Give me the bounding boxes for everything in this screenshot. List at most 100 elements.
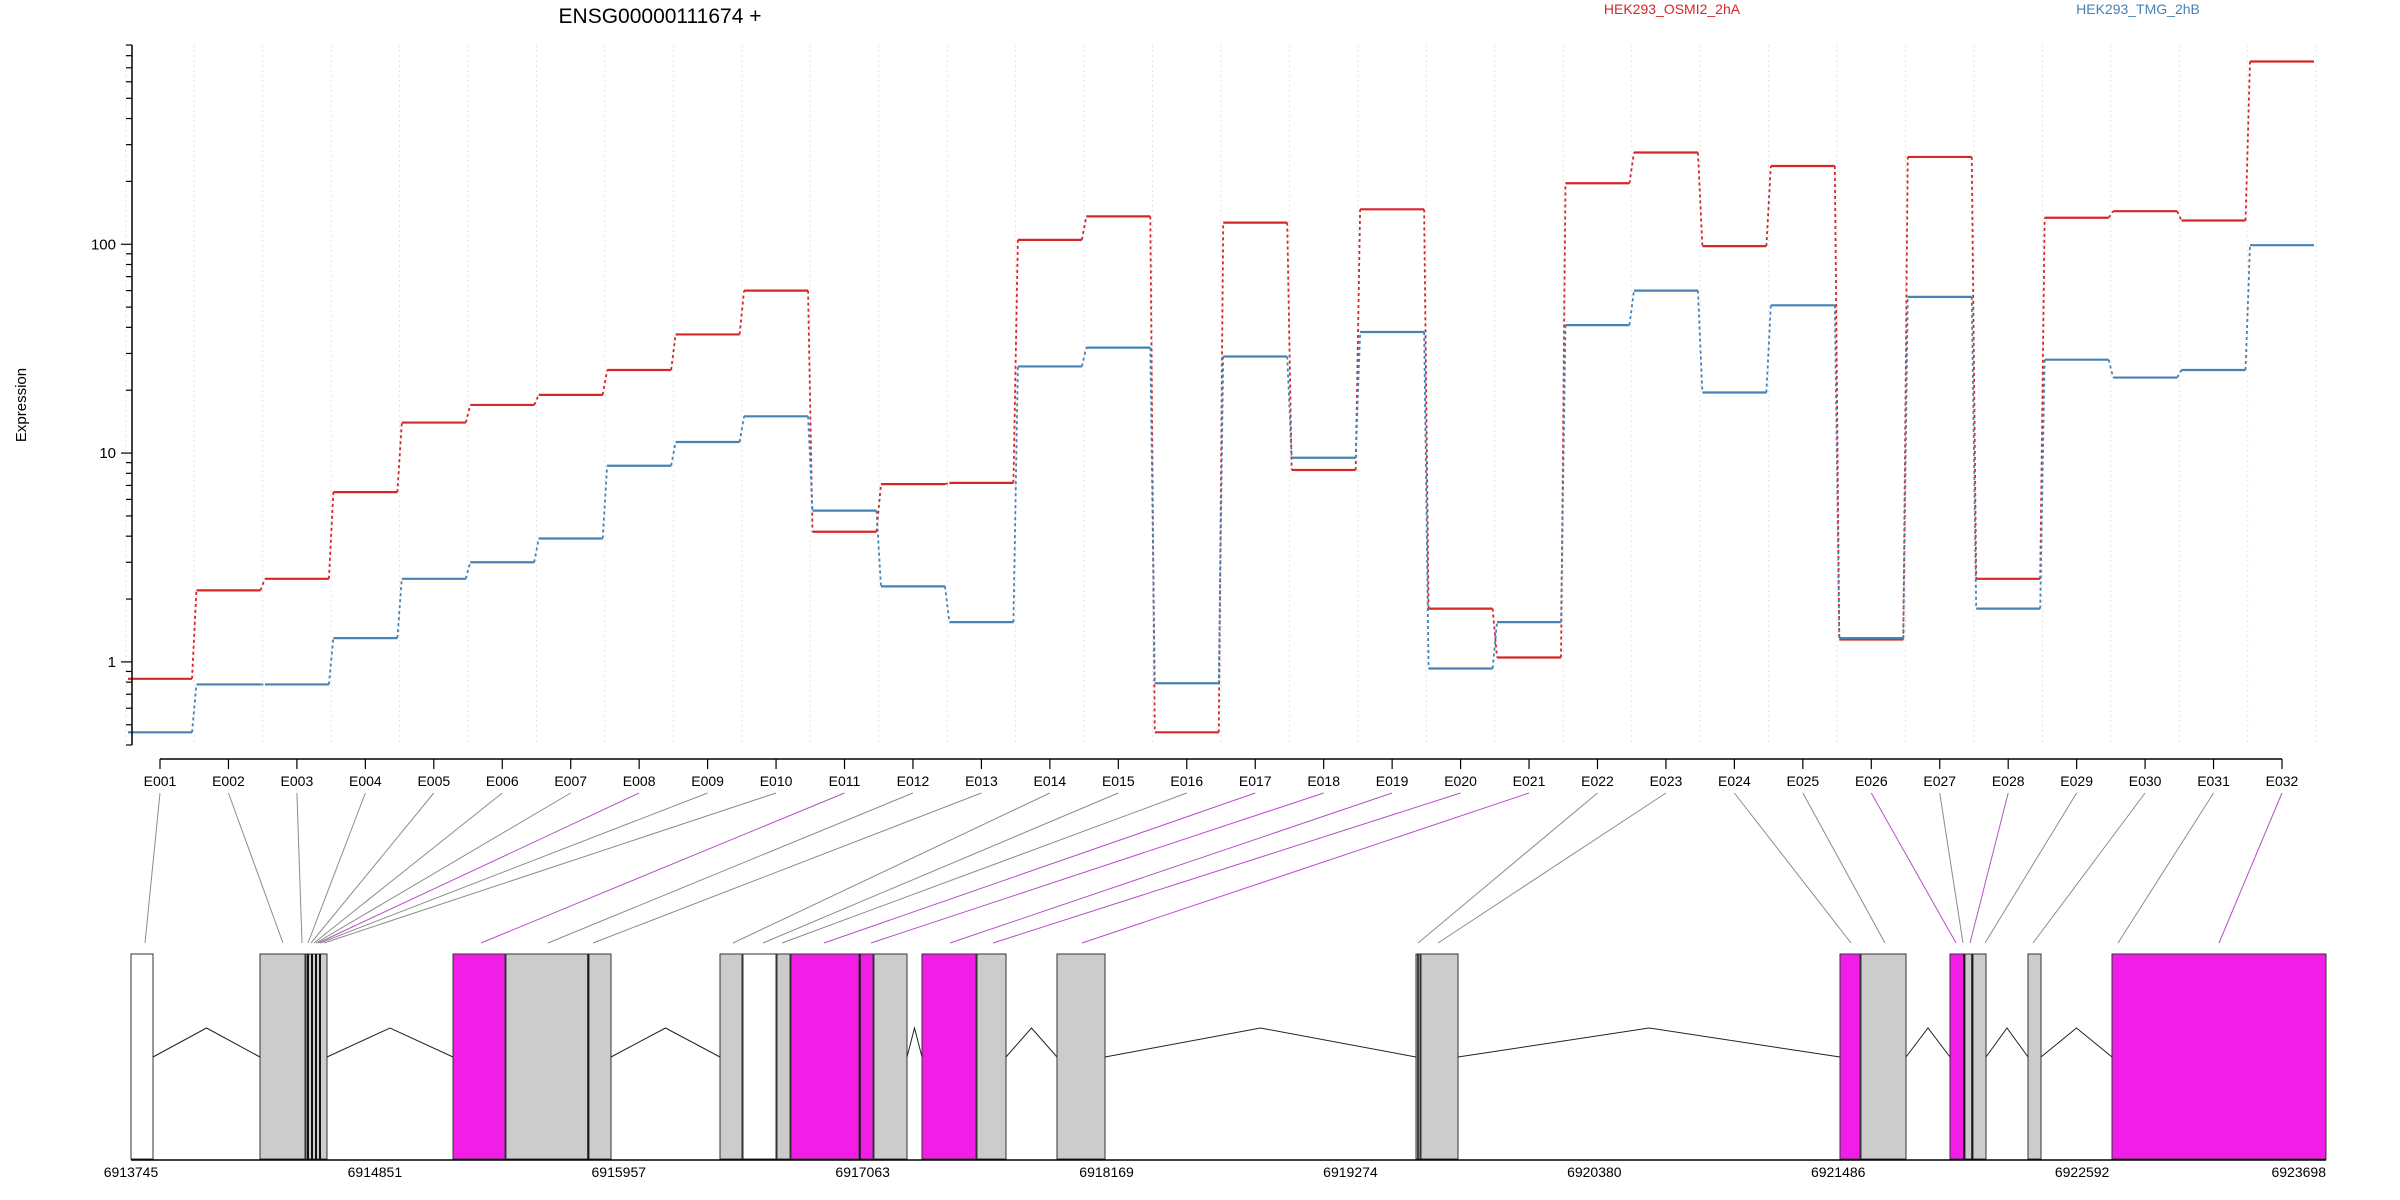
series-2-connector xyxy=(1697,290,1704,393)
y-tick-label: 10 xyxy=(99,445,116,462)
exon-box xyxy=(2027,953,2042,1160)
connector-line xyxy=(313,792,503,944)
exon-box xyxy=(742,953,777,1160)
connector-line xyxy=(319,792,708,944)
connector-line xyxy=(1417,792,1598,944)
series-2-connector xyxy=(1560,325,1567,623)
coordinate-label: 6921486 xyxy=(1811,1164,1866,1180)
series-lines xyxy=(128,60,2314,734)
series-2-connector xyxy=(1970,296,1978,609)
exon-box xyxy=(873,953,908,1160)
exon-box xyxy=(976,953,1007,1160)
connector-line xyxy=(1733,792,1852,944)
exon-box xyxy=(719,953,743,1160)
series-1-connector xyxy=(2176,210,2183,221)
series-1-connector xyxy=(533,394,540,406)
series-2-connector xyxy=(944,586,951,623)
x-tick-label: E020 xyxy=(1444,773,1477,789)
x-tick-label: E004 xyxy=(349,773,382,789)
exon-box xyxy=(790,953,860,1160)
intron-line xyxy=(1457,1027,1841,1058)
series-1-connector xyxy=(2039,217,2046,579)
connector-line xyxy=(315,792,571,944)
exon-box xyxy=(921,953,977,1160)
x-tick-label: E012 xyxy=(897,773,930,789)
connector-line xyxy=(310,792,435,944)
y-axis: 1 10 100 xyxy=(91,44,133,746)
connector-line xyxy=(2117,792,2214,944)
series-2-connector xyxy=(807,416,814,511)
connector-line xyxy=(949,792,1393,944)
series-1-connector xyxy=(1628,152,1635,184)
series-1-connector xyxy=(1080,216,1088,241)
x-tick-label: E022 xyxy=(1581,773,1614,789)
connector-line xyxy=(144,792,161,944)
series-1-connector xyxy=(1970,156,1978,579)
coordinate-label: 6917063 xyxy=(835,1164,890,1180)
series-2-connector xyxy=(601,465,609,539)
connector-line xyxy=(1939,792,1964,944)
x-tick-label: E011 xyxy=(829,773,861,789)
series-2-connector xyxy=(1012,366,1019,623)
connector-line xyxy=(762,792,1119,944)
exon-box xyxy=(1949,953,1965,1160)
series-2-connector xyxy=(464,562,472,580)
exon-box xyxy=(859,953,874,1160)
connector-line xyxy=(1437,792,1667,944)
series-2-connector xyxy=(1491,622,1498,669)
x-tick-label: E007 xyxy=(554,773,587,789)
series-2-connector xyxy=(533,538,540,563)
exon-box xyxy=(1839,953,1861,1160)
series-1-connector xyxy=(1697,152,1704,247)
x-tick-label: E005 xyxy=(417,773,450,789)
series-2-connector xyxy=(1765,305,1772,393)
series-1-connector xyxy=(259,578,266,591)
coordinate-label: 6918169 xyxy=(1079,1164,1134,1180)
intron-line xyxy=(1905,1027,1951,1058)
x-tick-label: E021 xyxy=(1513,773,1546,789)
series-1-connector xyxy=(807,290,814,532)
series-2-connector xyxy=(2244,245,2251,371)
x-tick-label: E028 xyxy=(1992,773,2025,789)
connector-line xyxy=(1870,792,1957,944)
series-2-connector xyxy=(1217,356,1225,684)
exon-box xyxy=(130,953,154,1160)
series-2-connector xyxy=(1423,332,1430,669)
series-2-connector xyxy=(875,510,882,587)
series-2-connector xyxy=(738,416,745,443)
connector-line xyxy=(592,792,982,944)
x-tick-label: E016 xyxy=(1170,773,1203,789)
intron-line xyxy=(152,1027,261,1058)
x-tick-label: E019 xyxy=(1376,773,1409,789)
x-tick-label: E009 xyxy=(691,773,724,789)
series-1-connector xyxy=(944,482,950,486)
legend-series-1: HEK293_OSMI2_2hA xyxy=(1604,1,1741,17)
x-tick-label: E024 xyxy=(1718,773,1751,789)
series-1-connector xyxy=(2244,61,2251,221)
x-tick-label: E023 xyxy=(1650,773,1683,789)
x-tick-label: E018 xyxy=(1307,773,1340,789)
exon-box xyxy=(452,953,506,1160)
series-1-connector xyxy=(1149,216,1156,733)
gene-model: 6913745 6914851 6915957 6917063 6918169 69192… xyxy=(104,953,2327,1180)
exon-box xyxy=(2111,953,2327,1160)
connector-line xyxy=(317,792,640,944)
x-tick-label: E032 xyxy=(2266,773,2299,789)
series-1-connector xyxy=(191,590,198,679)
x-tick-label: E001 xyxy=(144,773,177,789)
series-2-connector xyxy=(2107,359,2114,378)
legend-series-2: HEK293_TMG_2hB xyxy=(2076,1,2200,17)
exon-box xyxy=(1860,953,1907,1160)
series-2-connector xyxy=(2176,369,2183,379)
connector-line xyxy=(547,792,914,944)
x-tick-label: E008 xyxy=(623,773,656,789)
y-tick-label: 1 xyxy=(108,654,116,671)
exon-box xyxy=(259,953,306,1160)
exon-box xyxy=(588,953,612,1160)
intron-line xyxy=(906,1026,923,1058)
connector-line xyxy=(992,792,1461,944)
exon-box xyxy=(1972,953,1987,1160)
connector-line xyxy=(296,792,303,944)
exon-box xyxy=(776,953,791,1160)
series-2-connector xyxy=(1286,356,1293,458)
